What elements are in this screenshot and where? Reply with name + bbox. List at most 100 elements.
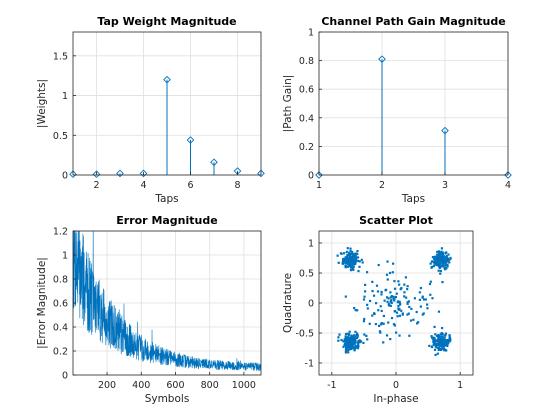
scatter-point [408,305,411,309]
scatter-point [379,331,382,334]
scatter-point [385,334,389,337]
scatter-point [344,264,348,268]
stem-marker [210,158,218,167]
scatter-point [426,307,429,310]
scatter-point [438,259,441,262]
scatter-point [441,263,444,266]
scatter-point [444,252,447,255]
scatter-point [345,259,348,262]
scatter-point [346,247,349,250]
y-axis-label: |Error Magnitude| [36,257,48,349]
scatter-point [430,266,433,269]
scatter-point [440,332,443,335]
scatter-point [343,344,346,347]
scatter-point [393,280,396,283]
scatter-point [345,338,348,342]
scatter-point [434,343,438,347]
scatter-point [343,339,346,343]
scatter-point [437,264,440,267]
scatter-point [348,348,351,351]
scatter-point [386,278,389,281]
scatter-point [376,290,380,293]
scatter-point [353,341,357,344]
scatter-point [408,334,411,337]
scatter-point [405,296,408,299]
scatter-point [436,346,439,349]
scatter-point [348,346,351,349]
scatter-point [406,302,409,305]
scatter-point [429,280,432,283]
scatter-point [383,299,386,302]
x-axis-label: Taps [401,193,425,205]
scatter-point [382,322,385,325]
scatter-point [440,250,443,253]
scatter-point [448,335,451,338]
scatter-point [433,257,436,260]
scatter-point [338,333,341,336]
scatter-point [437,250,441,253]
scatter-point [429,262,432,265]
scatter-point [440,339,443,342]
y-tick-label: 1.2 [53,227,68,238]
scatter-point [337,339,340,342]
axes-box [72,31,262,176]
stem-marker [139,169,148,178]
scatter-point [368,322,371,325]
scatter-point [346,253,349,257]
scatter-point [345,345,348,348]
scatter-point [339,252,343,255]
scatter-point [364,283,367,286]
scatter-point [448,340,452,343]
x-tick-label: 6 [187,180,193,191]
scatter-point [371,289,374,293]
scatter-point [394,287,397,290]
scatter-point [349,336,353,339]
axes-box [318,31,509,176]
scatter-point [393,324,397,327]
stem-marker [257,169,265,178]
scatter-point [340,338,343,342]
scatter-point [439,272,442,275]
scatter-point [337,336,340,339]
y-tick-label: 1 [308,239,314,250]
scatter-point [435,262,439,265]
scatter-point [438,342,441,345]
scatter-point [366,307,369,310]
scatter-point [389,296,392,299]
scatter-point [441,344,444,347]
scatter-point [441,341,445,344]
scatter-point [394,295,397,299]
scatter-point [349,346,352,349]
scatter-point [406,285,409,288]
scatter-point [436,343,440,346]
scatter-point [375,284,379,287]
scatter-point [434,338,437,342]
scatter-point [440,247,444,250]
scatter-point [431,297,434,300]
scatter-point [373,312,376,316]
scatter-point [444,332,448,335]
scatter-point [442,255,446,258]
scatter-point [435,339,439,342]
scatter-point [446,260,449,263]
scatter-point [346,346,349,350]
scatter-point [393,298,396,301]
x-tick-label: 1 [457,380,463,391]
scatter-point [437,262,440,265]
chart-panel-3: 200 400 600 800 1000 0 0.2 0.4 0.6 0.8 1 1.2 Error M… [36,214,262,405]
scatter-point [358,260,361,263]
scatter-point [428,282,432,286]
scatter-point [344,348,348,351]
scatter-point [443,338,446,342]
scatter-point [447,342,450,345]
scatter-point [436,256,439,259]
scatter-point [343,252,346,255]
scatter-point [377,309,380,312]
scatter-point [434,260,437,263]
scatter-point [344,266,347,269]
scatter-point [418,291,421,294]
x-tick-label: 4 [140,180,146,191]
scatter-point [386,260,389,263]
scatter-point [440,259,443,262]
